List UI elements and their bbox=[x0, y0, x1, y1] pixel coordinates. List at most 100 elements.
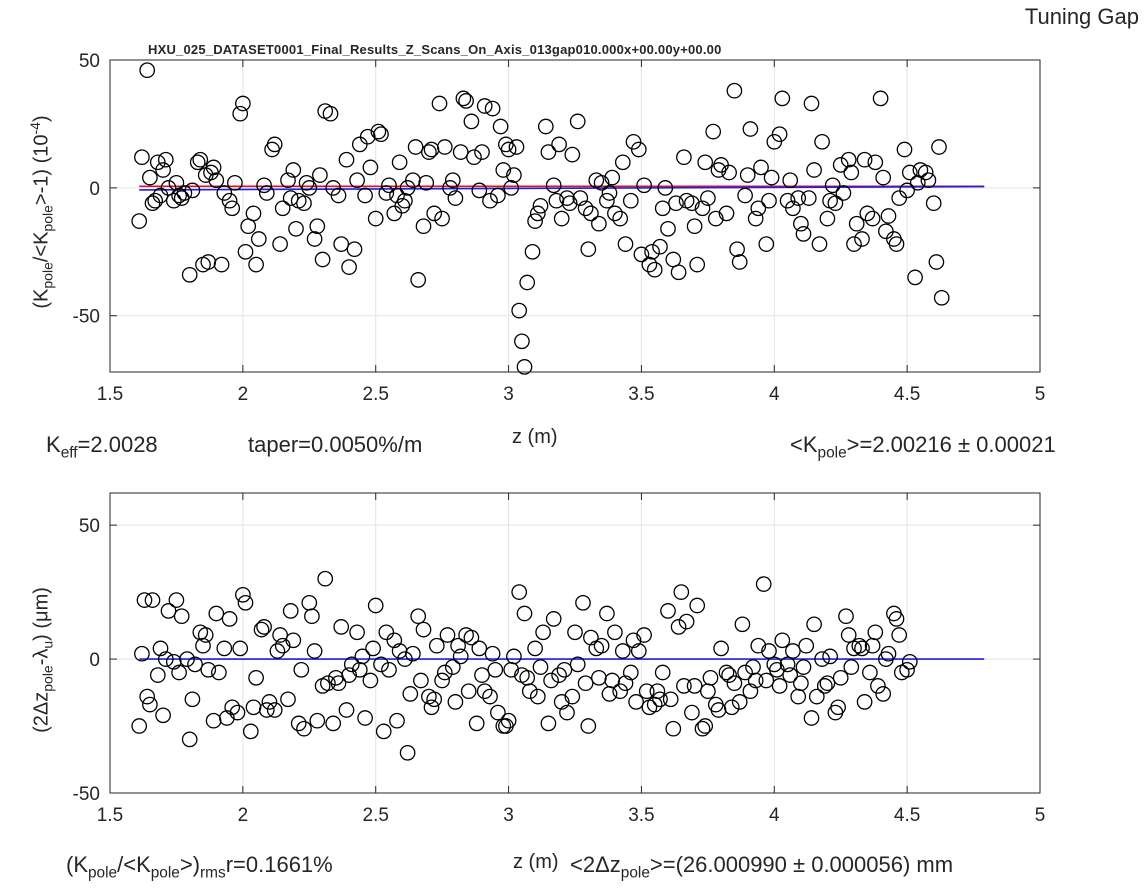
top-data-point bbox=[742, 121, 759, 137]
bottom-data-point bbox=[261, 694, 278, 710]
bottom-data-point bbox=[410, 608, 427, 625]
bottom-data-point bbox=[888, 611, 905, 627]
bottom-data-point bbox=[880, 645, 897, 662]
bottom-data-point bbox=[450, 637, 466, 654]
bottom-data-point bbox=[381, 661, 397, 678]
top-x-tick-label: 2 bbox=[238, 384, 249, 405]
bottom-data-point bbox=[577, 675, 594, 692]
top-data-point bbox=[880, 208, 897, 224]
bottom-data-point bbox=[779, 656, 796, 673]
top-data-point bbox=[157, 151, 174, 168]
top-data-point bbox=[266, 136, 283, 153]
bottom-data-point bbox=[274, 637, 291, 654]
bottom-data-point bbox=[200, 661, 217, 678]
top-data-point bbox=[928, 254, 945, 270]
top-data-point bbox=[410, 272, 427, 288]
top-data-point bbox=[907, 269, 923, 286]
top-data-point bbox=[330, 187, 347, 204]
bottom-data-point bbox=[397, 651, 413, 667]
bottom-data-point bbox=[529, 688, 546, 705]
top-data-point bbox=[824, 177, 841, 194]
bottom-data-point bbox=[551, 667, 567, 683]
bottom-data-point bbox=[258, 702, 275, 718]
bottom-x-tick-label: 3 bbox=[503, 805, 514, 826]
bottom-data-point bbox=[378, 624, 395, 641]
bottom-data-point bbox=[583, 629, 599, 646]
top-data-point bbox=[176, 185, 193, 201]
top-data-point bbox=[466, 149, 482, 166]
top-ylabel-sub: pole bbox=[39, 205, 56, 232]
top-data-point bbox=[514, 333, 530, 350]
top-data-point bbox=[561, 195, 578, 212]
top-data-point bbox=[843, 164, 860, 181]
bottom-data-point bbox=[434, 672, 450, 689]
bottom-data-point bbox=[660, 603, 676, 619]
top-data-point bbox=[471, 182, 488, 199]
bottom-data-point bbox=[630, 643, 647, 659]
top-data-point bbox=[288, 220, 304, 237]
bottom-data-point bbox=[343, 656, 360, 673]
top-data-point bbox=[444, 172, 461, 189]
taper-annotation: taper=0.0050%/m bbox=[248, 432, 423, 457]
top-data-point bbox=[312, 167, 328, 183]
top-ylabel-sup: -4 bbox=[26, 122, 43, 135]
bottom-data-point bbox=[678, 613, 695, 630]
top-data-point bbox=[840, 151, 857, 168]
top-data-point bbox=[131, 213, 148, 229]
keff-value: =2.0028 bbox=[77, 432, 158, 457]
bottom-data-point bbox=[155, 707, 171, 724]
top-data-point bbox=[506, 167, 522, 183]
top-data-point bbox=[272, 236, 288, 252]
top-data-point bbox=[832, 157, 849, 173]
top-data-point bbox=[346, 241, 363, 258]
bottom-data-point bbox=[806, 616, 822, 633]
top-data-point bbox=[580, 241, 597, 258]
bottom-data-point bbox=[253, 621, 270, 638]
top-data-point bbox=[519, 274, 536, 291]
top-x-tick-label: 1.5 bbox=[97, 384, 123, 405]
kpole-value: >=2.00216 ± 0.00021 bbox=[846, 432, 1056, 457]
top-data-point bbox=[660, 220, 676, 237]
top-ylabel-part: /<K bbox=[30, 231, 53, 263]
top-data-point bbox=[527, 213, 543, 229]
bottom-data-point bbox=[423, 699, 440, 716]
top-data-point bbox=[503, 180, 520, 196]
bottom-data-point bbox=[564, 688, 581, 705]
bottom-data-point bbox=[676, 678, 692, 694]
top-data-point bbox=[235, 95, 251, 112]
bottom-data-point bbox=[771, 678, 788, 694]
bottom-data-point bbox=[306, 643, 323, 659]
bottom-data-point bbox=[349, 624, 365, 641]
top-data-point bbox=[436, 139, 453, 155]
top-data-point bbox=[707, 210, 724, 227]
bottom-ylabel-sub: pole bbox=[39, 665, 56, 692]
bottom-data-point bbox=[272, 627, 288, 643]
bottom-data-point bbox=[535, 624, 551, 641]
bottom-data-point bbox=[689, 597, 706, 614]
top-data-point bbox=[426, 205, 443, 222]
bottom-data-point bbox=[622, 664, 639, 681]
bottom-data-point bbox=[803, 710, 820, 726]
bottom-ylabel: (2Δzpole-λu) (μm) bbox=[31, 587, 56, 733]
bottom-data-point bbox=[219, 710, 235, 726]
bottom-data-point bbox=[484, 645, 501, 662]
bottom-x-tick-label: 1.5 bbox=[97, 805, 123, 826]
top-ylabel-sub: pole bbox=[39, 262, 56, 289]
rms-part: (K bbox=[66, 852, 88, 877]
bottom-data-point bbox=[726, 675, 743, 692]
bottom-data-point bbox=[402, 686, 419, 702]
top-data-point bbox=[301, 180, 318, 196]
bottom-data-point bbox=[506, 648, 522, 665]
bottom-data-point bbox=[362, 672, 379, 689]
bottom-x-tick-label: 2 bbox=[238, 805, 249, 826]
bottom-data-point bbox=[354, 648, 371, 665]
bottom-xlabel: z (m) bbox=[513, 851, 559, 873]
top-data-point bbox=[349, 172, 365, 189]
top-data-point bbox=[593, 174, 610, 191]
top-data-point bbox=[282, 190, 299, 206]
top-data-point bbox=[644, 243, 660, 260]
bottom-data-point bbox=[482, 688, 498, 705]
bottom-data-point bbox=[173, 608, 190, 625]
bottom-data-point bbox=[891, 627, 908, 643]
bottom-data-point bbox=[280, 691, 296, 708]
